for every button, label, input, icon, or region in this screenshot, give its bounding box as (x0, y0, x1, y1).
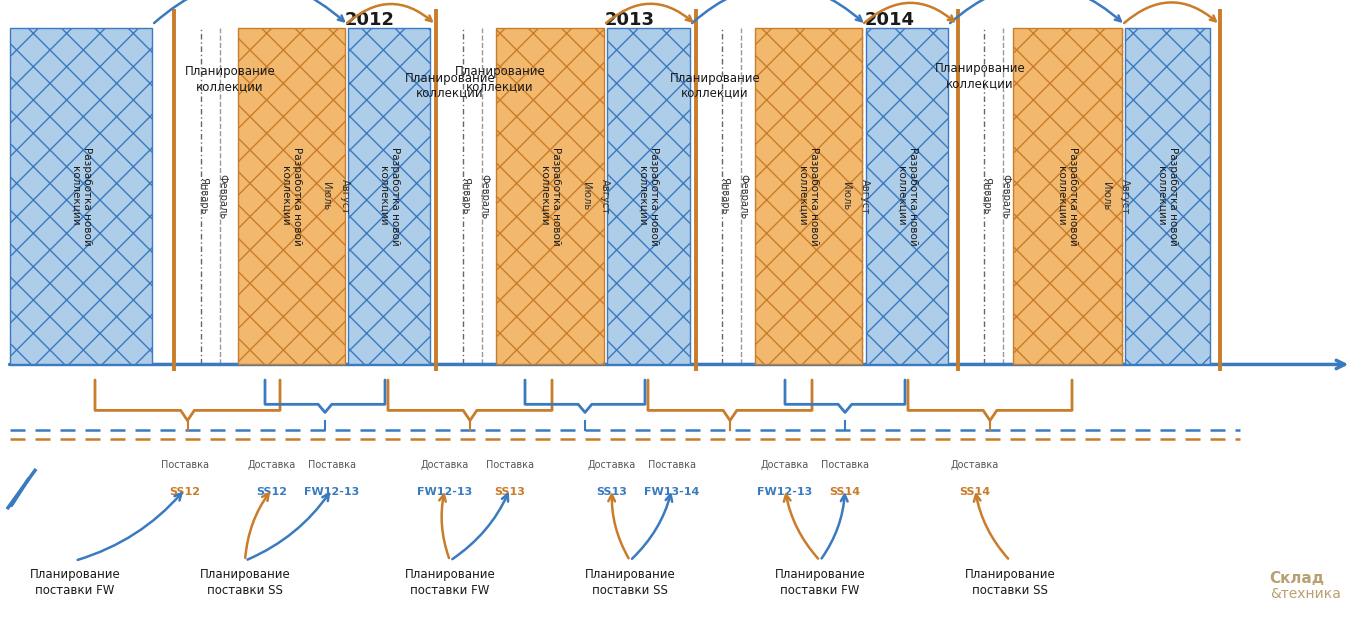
Text: FW13-14: FW13-14 (644, 487, 699, 497)
FancyArrowPatch shape (153, 0, 344, 23)
Text: Разработка новой
коллекции: Разработка новой коллекции (896, 147, 918, 245)
Bar (1013, 28, 1122, 364)
Text: FW12-13: FW12-13 (417, 487, 473, 497)
Text: Доставка: Доставка (249, 460, 296, 470)
Text: Август: Август (340, 179, 350, 214)
Text: Поставка: Поставка (308, 460, 356, 470)
Text: Январь: Январь (982, 178, 991, 215)
Text: Планирование
коллекции: Планирование коллекции (185, 65, 276, 93)
Text: FW12-13: FW12-13 (758, 487, 812, 497)
Text: Разработка новой
коллекции: Разработка новой коллекции (797, 147, 819, 245)
Text: Поставка: Поставка (822, 460, 869, 470)
FancyArrowPatch shape (693, 0, 862, 23)
Text: SS14: SS14 (830, 487, 861, 497)
Text: Планирование
поставки FW: Планирование поставки FW (30, 568, 121, 597)
Text: Июль: Июль (581, 182, 591, 211)
Text: Поставка: Поставка (648, 460, 697, 470)
Text: Разработка новой
коллекции: Разработка новой коллекции (378, 147, 399, 245)
Text: Февраль: Февраль (1001, 174, 1010, 219)
FancyArrowPatch shape (606, 4, 691, 23)
Text: Планирование
коллекции: Планирование коллекции (934, 62, 1025, 90)
Text: Планирование
поставки FW: Планирование поставки FW (405, 568, 496, 597)
Text: Поставка: Поставка (486, 460, 534, 470)
FancyArrowPatch shape (951, 0, 1120, 23)
Text: Февраль: Февраль (739, 174, 748, 219)
Text: 2013: 2013 (606, 11, 655, 29)
Text: Доставка: Доставка (588, 460, 636, 470)
Text: Склад: Склад (1270, 571, 1325, 586)
Text: Доставка: Доставка (421, 460, 469, 470)
Text: FW12-13: FW12-13 (304, 487, 360, 497)
Text: Январь: Январь (720, 178, 729, 215)
Text: Август: Август (1120, 179, 1130, 214)
Text: Февраль: Февраль (479, 174, 490, 219)
Bar (348, 28, 430, 364)
Text: Август: Август (600, 179, 610, 214)
Text: Планирование
коллекции: Планирование коллекции (405, 72, 496, 100)
Text: 2012: 2012 (345, 11, 395, 29)
Text: Июль: Июль (1101, 182, 1111, 211)
Bar (866, 28, 948, 364)
Text: &техника: &техника (1270, 587, 1340, 601)
Text: SS12: SS12 (170, 487, 201, 497)
Text: 2014: 2014 (865, 11, 915, 29)
Text: Разработка новой
коллекции: Разработка новой коллекции (638, 147, 659, 245)
Text: Планирование
поставки SS: Планирование поставки SS (200, 568, 291, 597)
FancyArrowPatch shape (1124, 2, 1215, 23)
Bar (755, 28, 862, 364)
Text: Планирование
коллекции: Планирование коллекции (669, 72, 760, 100)
Text: SS12: SS12 (257, 487, 288, 497)
Text: Разработка новой
коллекции: Разработка новой коллекции (1057, 147, 1078, 245)
Text: Планирование
поставки SS: Планирование поставки SS (585, 568, 675, 597)
Text: Разработка новой
коллекции: Разработка новой коллекции (71, 147, 92, 245)
Text: Поставка: Поставка (162, 460, 209, 470)
FancyArrowPatch shape (864, 3, 953, 23)
Text: Август: Август (860, 179, 869, 214)
Text: Разработка новой
коллекции: Разработка новой коллекции (1157, 147, 1179, 245)
Text: Январь: Январь (460, 178, 471, 215)
Text: Июль: Июль (320, 182, 331, 211)
Text: Планирование
поставки FW: Планирование поставки FW (774, 568, 865, 597)
Text: Планирование
поставки SS: Планирование поставки SS (964, 568, 1055, 597)
Bar (10, 28, 152, 364)
FancyArrowPatch shape (348, 4, 432, 23)
Text: Разработка новой
коллекции: Разработка новой коллекции (539, 147, 561, 245)
Text: Июль: Июль (841, 182, 850, 211)
Text: Доставка: Доставка (760, 460, 809, 470)
Text: SS14: SS14 (960, 487, 990, 497)
Text: Разработка новой
коллекции: Разработка новой коллекции (281, 147, 303, 245)
Text: SS13: SS13 (494, 487, 526, 497)
Text: Январь: Январь (198, 178, 209, 215)
Bar (238, 28, 345, 364)
Bar (1124, 28, 1210, 364)
Bar (607, 28, 690, 364)
Text: Февраль: Февраль (217, 174, 228, 219)
Text: Планирование
коллекции: Планирование коллекции (455, 65, 546, 93)
Bar (496, 28, 604, 364)
Text: SS13: SS13 (596, 487, 627, 497)
Text: Доставка: Доставка (951, 460, 999, 470)
